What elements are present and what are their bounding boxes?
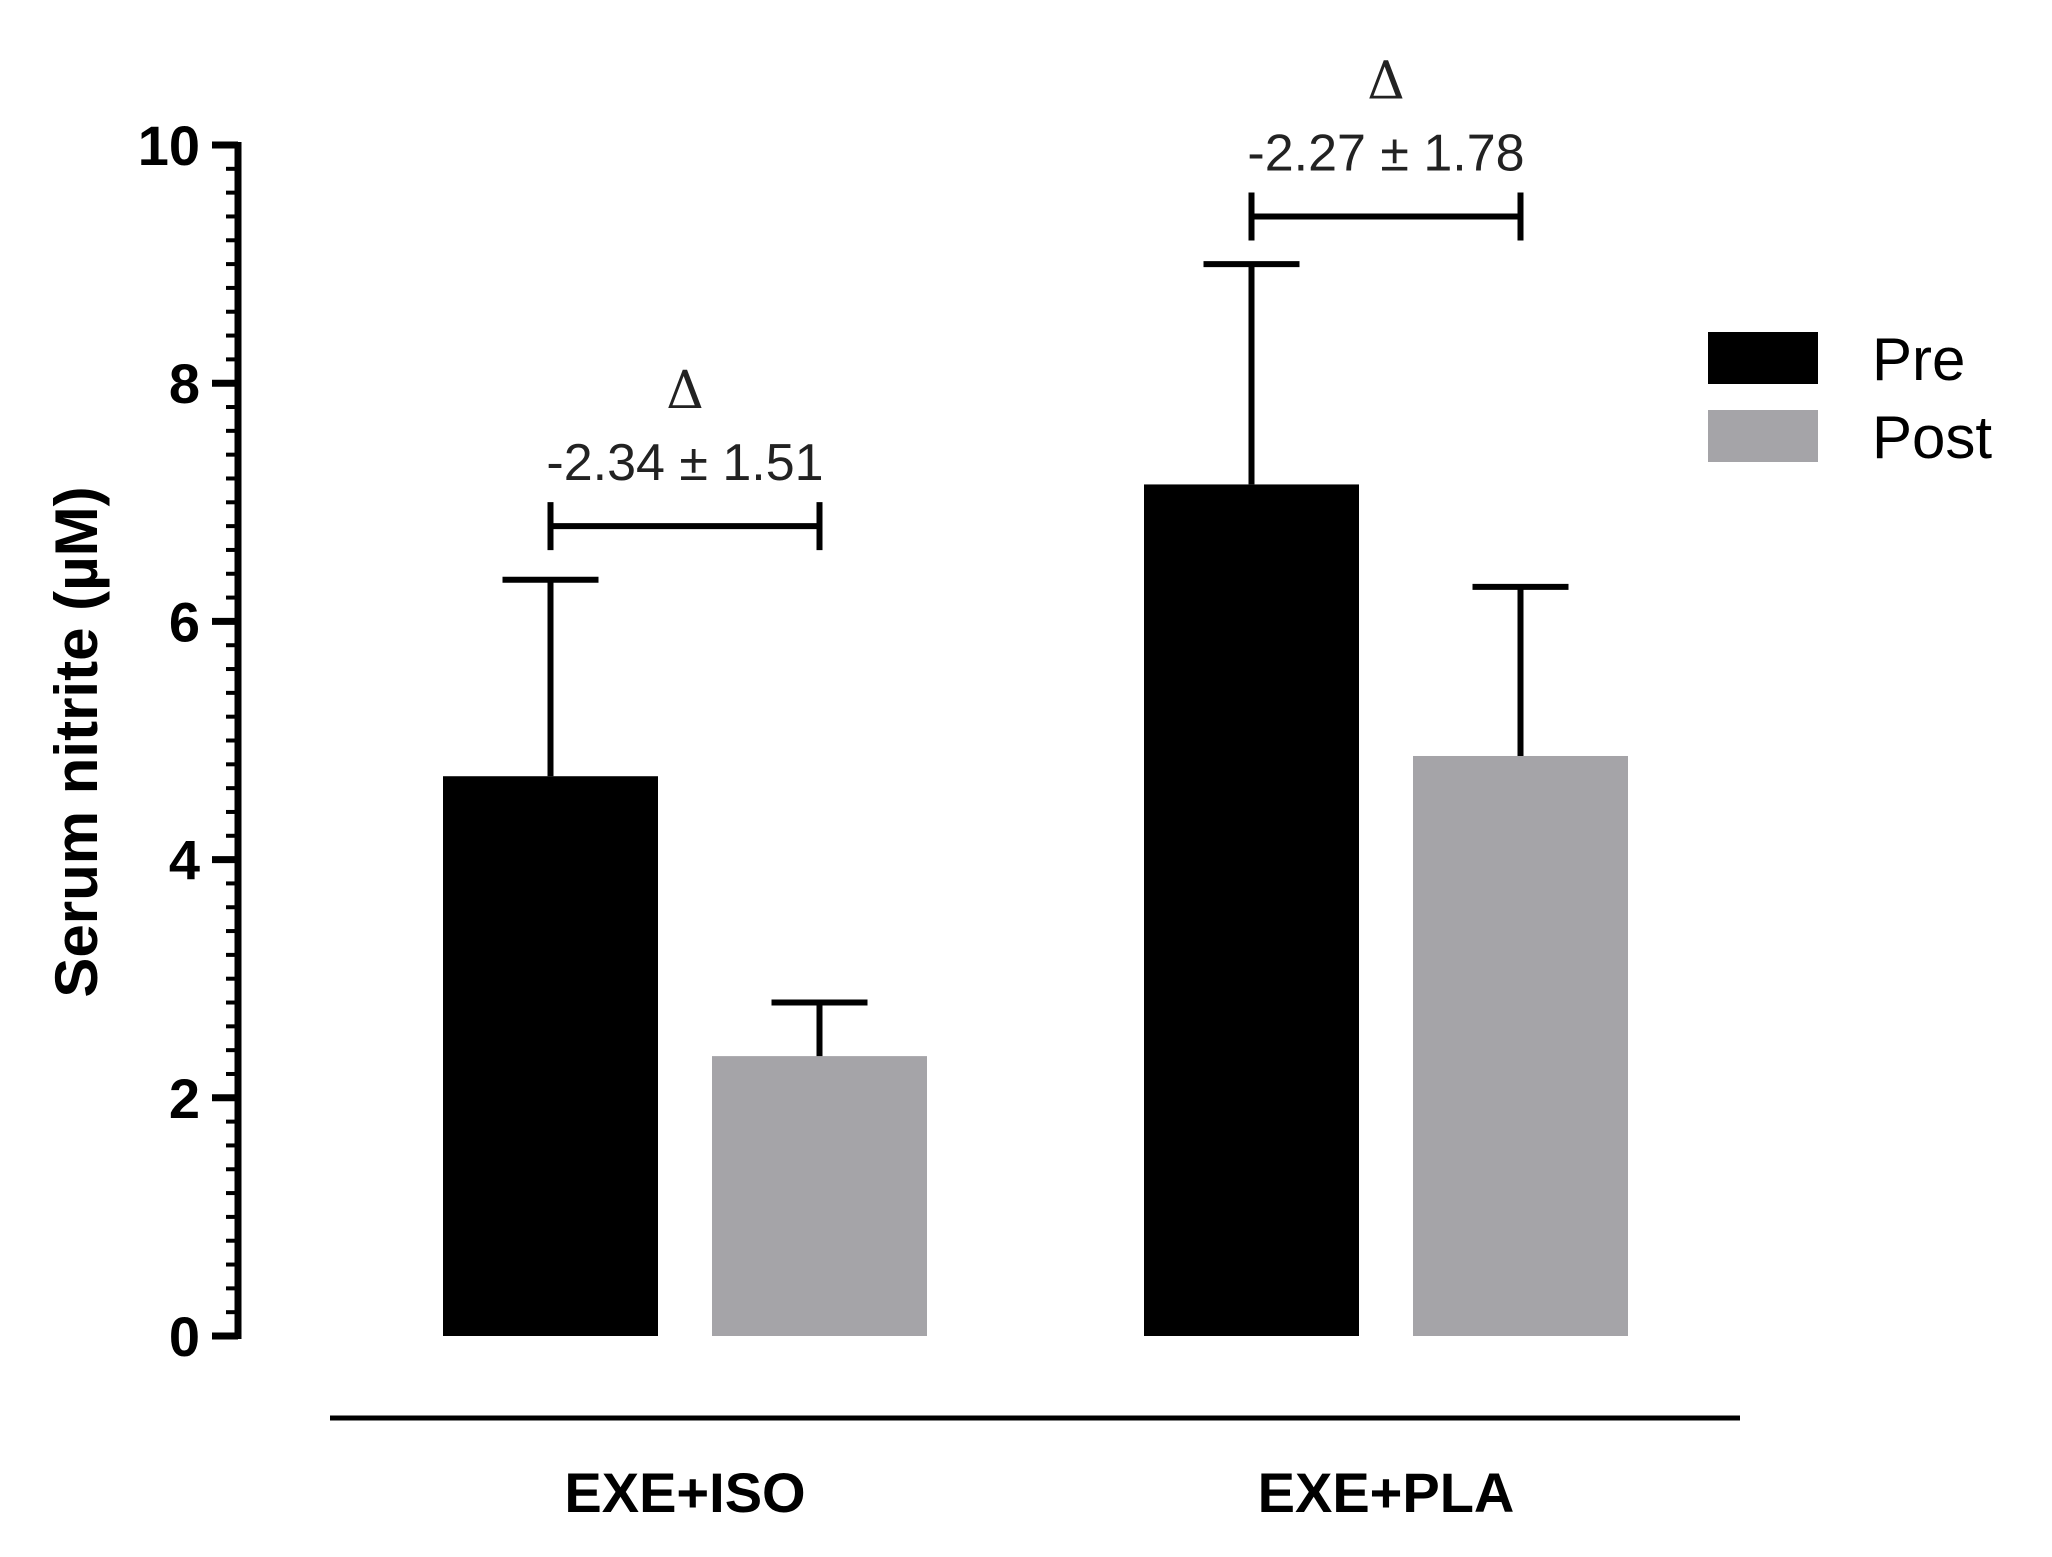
axes: 0 2 4 6 8 10 EXE+ISO EXE+PLA	[138, 114, 1740, 1524]
delta-value: -2.34 ± 1.51	[546, 434, 823, 492]
x-category-label: EXE+PLA	[1258, 1461, 1515, 1524]
legend-label-post: Post	[1872, 404, 1992, 471]
bar-pre-0	[443, 776, 658, 1336]
y-tick-label: 2	[169, 1067, 200, 1130]
x-category-label: EXE+ISO	[564, 1461, 805, 1524]
bar-post-1	[1413, 755, 1628, 1336]
annotations: Δ -2.34 ± 1.51 Δ -2.27 ± 1.78	[546, 51, 1525, 551]
bar-pre-1	[1144, 484, 1359, 1336]
y-tick-label: 0	[169, 1305, 200, 1368]
y-tick-label: 6	[169, 590, 200, 653]
legend: Pre Post	[1708, 326, 1992, 471]
y-tick-label: 8	[169, 352, 200, 415]
legend-swatch-post	[1708, 410, 1818, 462]
legend-label-pre: Pre	[1872, 326, 1965, 393]
legend-swatch-pre	[1708, 332, 1818, 384]
bar-post-0	[712, 1056, 927, 1336]
delta-value: -2.27 ± 1.78	[1247, 124, 1524, 182]
error-bars	[502, 261, 1569, 1057]
delta-symbol: Δ	[1367, 51, 1405, 111]
delta-symbol: Δ	[666, 361, 704, 421]
y-tick-label: 10	[138, 114, 200, 177]
y-tick-label: 4	[169, 829, 200, 892]
bars	[443, 484, 1628, 1336]
y-axis-label: Serum nitrite (µM)	[43, 486, 110, 997]
